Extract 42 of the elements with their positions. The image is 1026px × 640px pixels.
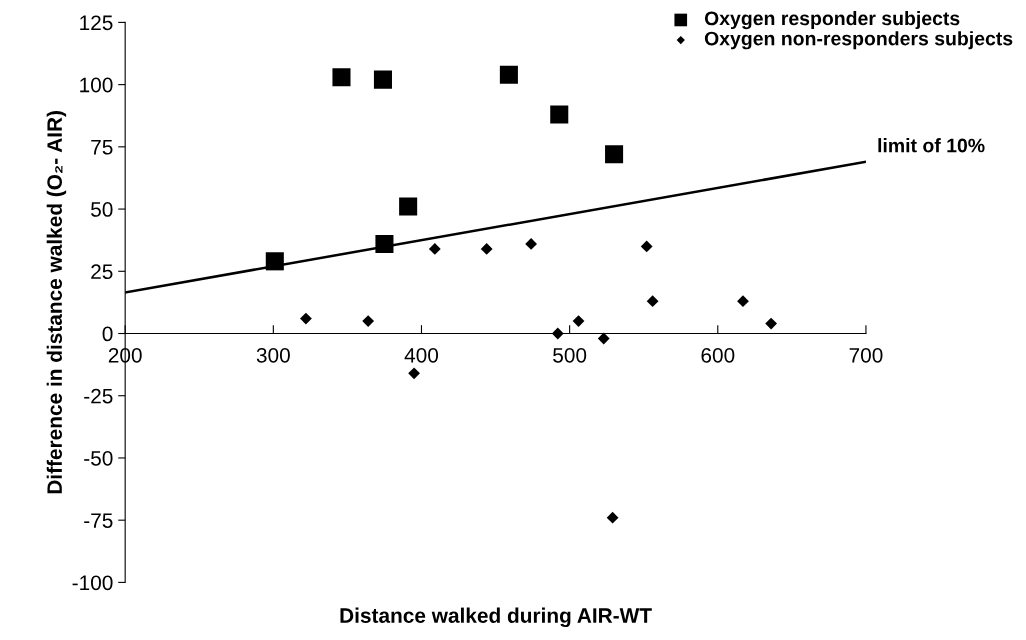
point <box>606 511 619 524</box>
point <box>428 243 441 255</box>
x-tick-label: 400 <box>404 347 439 363</box>
point <box>373 70 392 89</box>
y-tick-label: 0 <box>102 326 113 342</box>
point <box>480 243 493 255</box>
point <box>408 367 420 380</box>
point <box>605 145 624 164</box>
point <box>499 65 518 84</box>
point <box>737 295 749 308</box>
y-tick-label: -100 <box>72 575 113 591</box>
x-tick-label: 500 <box>553 347 587 363</box>
point <box>646 295 659 308</box>
legend-label: Oxygen non-responders subjects <box>704 31 1013 50</box>
y-tick-label: -75 <box>84 513 113 528</box>
point <box>362 315 375 327</box>
point <box>640 240 653 253</box>
point <box>265 252 284 271</box>
point <box>525 238 538 250</box>
point <box>332 68 351 87</box>
legend-label: Oxygen responder subjects <box>704 10 960 30</box>
point <box>300 312 312 325</box>
y-tick-label: 75 <box>91 140 113 155</box>
point <box>399 197 418 216</box>
x-tick-label: 300 <box>256 347 290 363</box>
point <box>550 105 569 124</box>
x-tick-label: 600 <box>701 347 735 363</box>
point <box>572 315 585 327</box>
y-tick-label: -25 <box>84 388 113 404</box>
point <box>551 327 564 340</box>
point <box>375 234 394 253</box>
point <box>765 317 778 330</box>
y-tick-label: 50 <box>91 202 113 217</box>
y-tick-label: 125 <box>80 15 113 31</box>
y-axis-title: Difference in distance walked (O₂- AIR) <box>46 111 67 494</box>
y-tick-label: 25 <box>91 264 113 280</box>
annotation: limit of 10% <box>878 138 985 153</box>
x-tick-label: 700 <box>849 347 883 363</box>
y-tick-label: 100 <box>80 77 113 93</box>
x-axis-title: Distance walked during AIR-WT <box>340 607 652 628</box>
y-tick-label: -50 <box>84 450 113 466</box>
point <box>597 332 610 345</box>
